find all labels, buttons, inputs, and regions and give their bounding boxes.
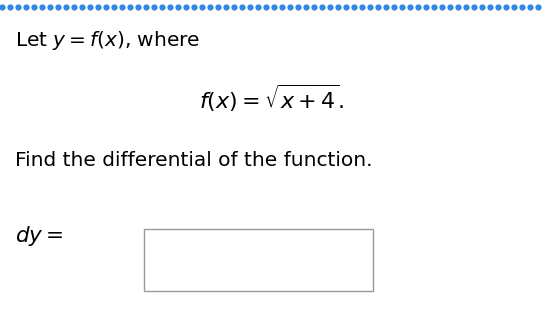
Text: Let $y = f(x)$, where: Let $y = f(x)$, where [15,29,200,52]
Text: $dy =$: $dy =$ [15,224,63,248]
Bar [144,229,373,291]
Text: Find the differential of the function.: Find the differential of the function. [15,150,373,169]
Text: $f(x) = \sqrt{x + 4}.$: $f(x) = \sqrt{x + 4}.$ [199,82,345,114]
